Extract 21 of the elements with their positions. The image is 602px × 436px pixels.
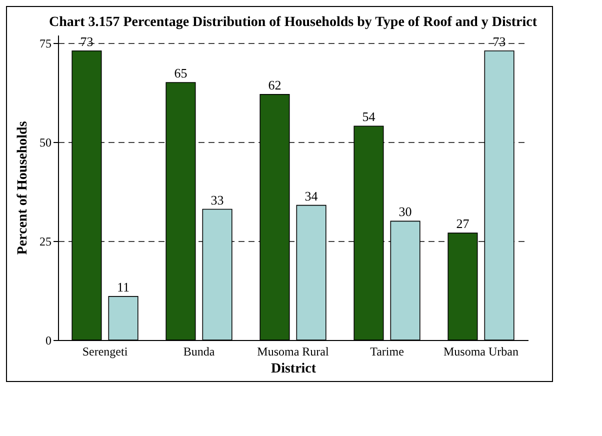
- data-label: 27: [456, 216, 470, 232]
- x-tick-label: Serengeti: [82, 344, 128, 358]
- x-tick-label: Bunda: [183, 344, 216, 358]
- data-label: 54: [362, 109, 376, 124]
- y-tick-label: 75: [40, 36, 52, 50]
- data-label: 73: [492, 34, 506, 49]
- x-tick-label: Musoma Rural: [257, 344, 330, 358]
- y-axis-title: Percent of Households: [16, 120, 30, 255]
- data-label: 11: [117, 279, 130, 294]
- y-tick-label: 50: [40, 135, 52, 150]
- y-tick-label: 0: [46, 334, 52, 348]
- y-tick-label: 25: [40, 234, 52, 248]
- data-label: 65: [174, 66, 188, 81]
- x-tick-label: Tarime: [370, 344, 404, 358]
- x-tick-label: Musoma Urban: [444, 344, 518, 358]
- data-label: 34: [304, 188, 318, 204]
- chart-title: Chart 3.157 Percentage Distribution of Households by Type of Roof and y District: [48, 15, 538, 30]
- x-axis-title: District: [270, 362, 316, 376]
- data-label: 33: [210, 192, 224, 208]
- data-label: 30: [398, 204, 412, 220]
- data-label: 62: [268, 77, 282, 92]
